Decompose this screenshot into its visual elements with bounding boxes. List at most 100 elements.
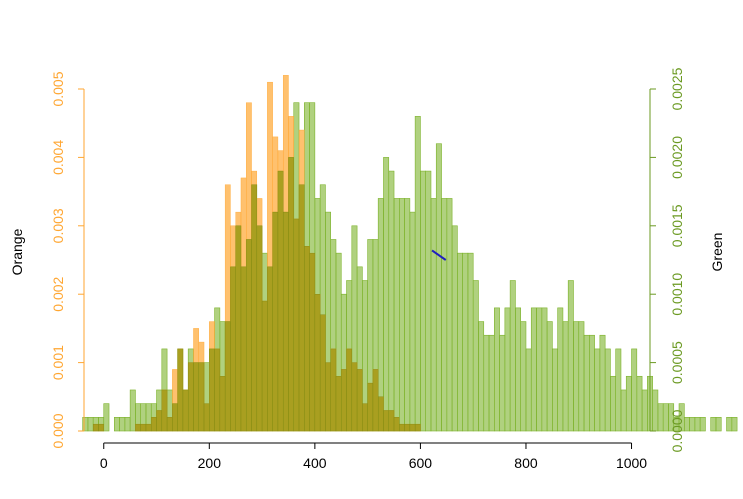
right-tick-label: 0.0015 bbox=[669, 204, 685, 247]
green-bar bbox=[388, 170, 395, 432]
green-bar bbox=[446, 198, 453, 432]
green-bar bbox=[509, 280, 516, 432]
overlap-bar bbox=[230, 266, 236, 432]
overlap-bar bbox=[282, 211, 289, 432]
overlap-bar bbox=[182, 389, 189, 432]
overlap-bar bbox=[267, 266, 273, 432]
right-tick-label: 0.0020 bbox=[669, 136, 685, 179]
overlap-bar bbox=[288, 157, 294, 432]
green-bar bbox=[467, 252, 474, 432]
left-tick-label: 0.004 bbox=[50, 140, 66, 175]
overlap-bar bbox=[330, 348, 337, 432]
green-bar bbox=[399, 198, 405, 432]
green-bar bbox=[103, 403, 110, 432]
overlap-bar bbox=[319, 314, 326, 432]
overlap-bar bbox=[140, 423, 147, 432]
green-bar bbox=[726, 417, 733, 432]
overlap-bar bbox=[198, 362, 205, 432]
overlap-bar bbox=[240, 266, 247, 432]
green-bar bbox=[393, 198, 400, 432]
overlap-bar bbox=[399, 423, 405, 432]
overlap-bar bbox=[187, 362, 194, 432]
overlap-bar bbox=[135, 423, 141, 432]
overlap-bar bbox=[145, 423, 152, 432]
green-bar bbox=[409, 211, 416, 432]
right-tick-label: 0.0000 bbox=[669, 409, 685, 452]
green-bar bbox=[520, 321, 527, 432]
overlap-bar bbox=[309, 252, 316, 432]
green-bar bbox=[82, 417, 89, 432]
green-bar bbox=[483, 334, 490, 432]
green-bar bbox=[435, 143, 442, 432]
overlap-bar bbox=[172, 403, 178, 432]
overlap-bar bbox=[298, 184, 305, 432]
x-axis: 0 200 400 600 800 1000 bbox=[100, 442, 647, 471]
annotation-line bbox=[431, 249, 447, 261]
overlap-bar bbox=[251, 184, 258, 432]
green-bar bbox=[451, 225, 458, 432]
overlap-bar bbox=[335, 376, 342, 432]
green-bar bbox=[589, 334, 595, 432]
overlap-bar bbox=[203, 403, 210, 432]
green-bar bbox=[652, 389, 659, 432]
green-bar bbox=[684, 417, 690, 432]
green-bar bbox=[425, 170, 432, 432]
green-bar bbox=[114, 417, 120, 432]
green-bar bbox=[546, 321, 553, 432]
green-bar bbox=[488, 334, 495, 432]
green-bar bbox=[694, 417, 701, 432]
overlap-bar bbox=[235, 225, 242, 432]
green-bar bbox=[383, 157, 390, 432]
green-bar bbox=[377, 198, 384, 432]
green-bar bbox=[657, 403, 664, 432]
green-bar bbox=[710, 417, 717, 432]
annotation-layer bbox=[431, 249, 447, 261]
green-bar bbox=[478, 321, 485, 432]
overlap-bar bbox=[325, 362, 331, 432]
overlap-bar bbox=[256, 225, 263, 432]
green-bar bbox=[536, 307, 543, 432]
green-bar bbox=[530, 307, 537, 432]
overlap-bar bbox=[219, 376, 226, 432]
overlap-bar bbox=[304, 246, 310, 432]
overlap-bar bbox=[346, 348, 353, 432]
overlap-bar bbox=[377, 396, 384, 432]
overlap-bar bbox=[246, 239, 252, 432]
green-bar bbox=[499, 334, 506, 432]
overlap-bar bbox=[367, 382, 374, 432]
overlap-bar bbox=[341, 369, 347, 432]
green-bar bbox=[119, 417, 126, 432]
overlap-bar bbox=[409, 423, 416, 432]
overlap-bar bbox=[177, 348, 184, 432]
green-bar bbox=[404, 198, 411, 432]
overlap-bar bbox=[209, 348, 215, 432]
green-bar bbox=[615, 348, 622, 432]
green-bar bbox=[472, 280, 479, 432]
green-bar bbox=[494, 307, 500, 432]
overlap-bar bbox=[314, 294, 321, 432]
green-bar bbox=[567, 280, 574, 432]
overlap-bar bbox=[161, 389, 168, 432]
x-tick-label: 800 bbox=[514, 455, 538, 471]
green-bar bbox=[414, 116, 421, 432]
overlap-bar bbox=[261, 300, 268, 432]
green-bar bbox=[641, 389, 648, 432]
green-bar bbox=[715, 417, 722, 432]
green-bar bbox=[699, 417, 706, 432]
left-y-axis-orange: 0.000 0.001 0.002 0.003 0.004 0.005 bbox=[50, 71, 85, 449]
overlap-bar bbox=[156, 410, 163, 432]
right-tick-label: 0.0025 bbox=[669, 67, 685, 110]
overlap-bar bbox=[393, 417, 400, 432]
left-tick-label: 0.002 bbox=[50, 276, 66, 311]
x-tick-label: 600 bbox=[409, 455, 433, 471]
green-bar bbox=[462, 252, 469, 432]
overlap-bar bbox=[92, 423, 99, 432]
green-bar bbox=[557, 307, 564, 432]
green-bar bbox=[578, 321, 585, 432]
overlap-bar bbox=[272, 211, 279, 432]
right-tick-label: 0.0010 bbox=[669, 273, 685, 316]
left-tick-label: 0.005 bbox=[50, 71, 66, 106]
green-bar bbox=[599, 334, 606, 432]
